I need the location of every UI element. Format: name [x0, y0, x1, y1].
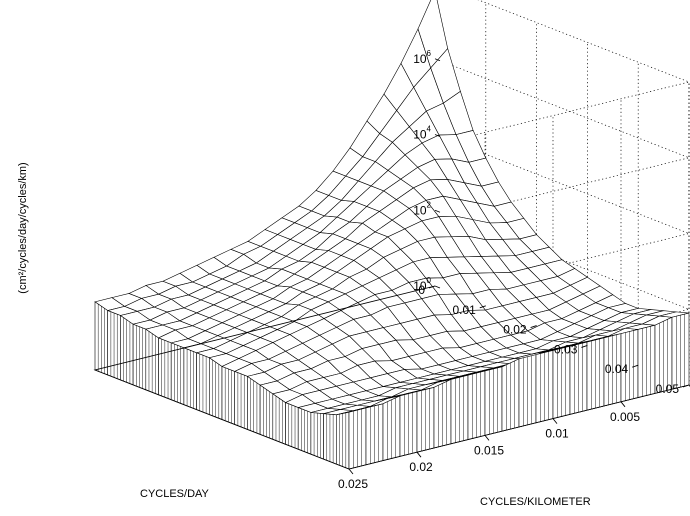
- y-tick-label: 0.02: [409, 460, 433, 474]
- x-tick-label: 0.01: [452, 303, 476, 317]
- y-tick-mark: [348, 468, 354, 475]
- z-tick-exponent: 2: [427, 200, 432, 209]
- z-tick-exponent: 0: [427, 276, 432, 285]
- surface-mesh: [93, 0, 690, 470]
- z-tick-mark: [434, 209, 441, 213]
- x-tick-mark: [632, 364, 639, 368]
- x-tick-label: 0.03: [554, 342, 578, 356]
- y-tick-mark: [416, 451, 422, 458]
- z-tick-exponent: 6: [427, 49, 432, 58]
- y-tick-mark: [620, 401, 626, 408]
- x-tick-mark: [479, 305, 486, 309]
- x-tick-label: 0.02: [503, 323, 527, 337]
- y-tick-mark: [552, 418, 558, 424]
- y-tick-label: 0.025: [338, 477, 368, 491]
- y-axis-label: CYCLES/KILOMETER: [480, 496, 591, 508]
- x-tick-label: 0.04: [605, 362, 629, 376]
- z-axis-label: (cm²/cycles/day/cycles/km): [17, 162, 29, 293]
- x-tick-mark: [428, 285, 436, 289]
- z-tick-mark: [434, 285, 441, 289]
- x-tick-label: 0.05: [656, 382, 680, 396]
- y-tick-label: 0.015: [474, 443, 504, 457]
- y-tick-mark: [484, 435, 490, 441]
- y-tick-label: 0.005: [610, 410, 640, 424]
- x-tick-mark: [530, 325, 537, 329]
- z-tick-mark: [434, 134, 441, 137]
- floor-edge: [93, 285, 690, 470]
- x-tick-label: 0: [418, 283, 425, 297]
- z-tick-exponent: 4: [427, 125, 432, 134]
- y-tick-label: 0.01: [545, 427, 569, 441]
- z-tick-mark: [434, 58, 441, 62]
- x-axis-label: CYCLES/DAY: [140, 488, 210, 500]
- x-tick-mark: [682, 384, 690, 388]
- x-tick-mark: [581, 344, 588, 348]
